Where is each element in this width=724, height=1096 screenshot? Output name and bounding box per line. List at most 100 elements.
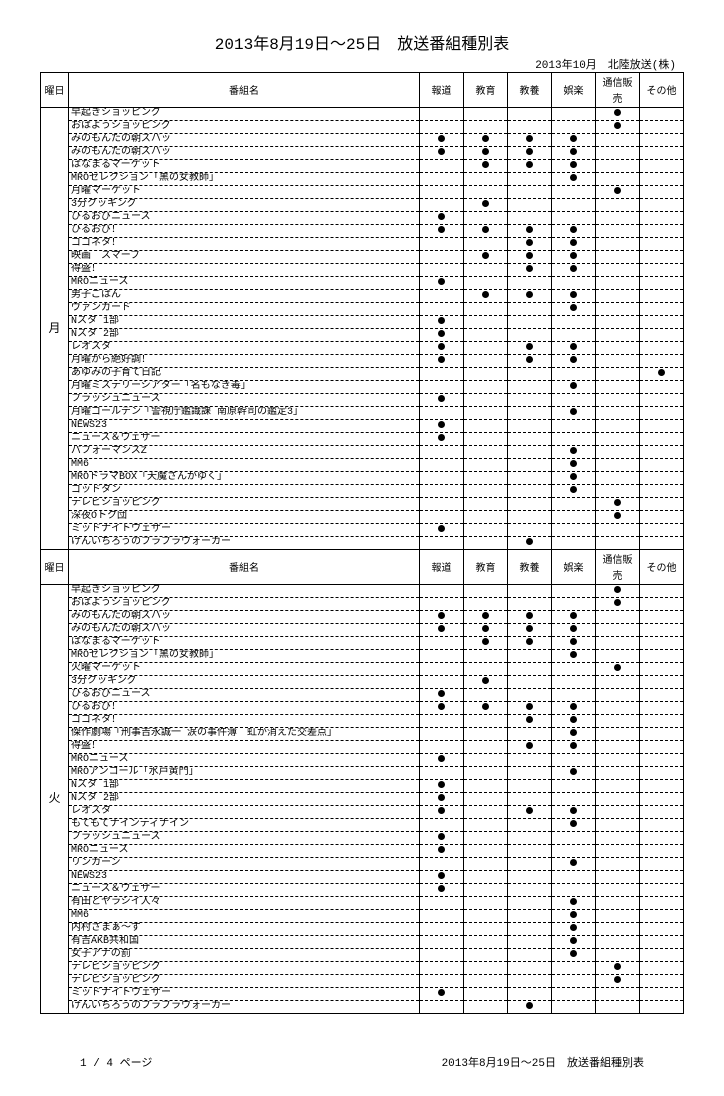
cat-cell-6 bbox=[640, 251, 684, 264]
cat-cell-6 bbox=[640, 910, 684, 923]
dot-icon bbox=[526, 148, 533, 155]
cat-cell-3 bbox=[508, 147, 552, 160]
cat-cell-6 bbox=[640, 845, 684, 858]
program-name: ゴゴネタ！ bbox=[69, 715, 420, 728]
dot-icon bbox=[570, 716, 577, 723]
cat-cell-5 bbox=[596, 949, 640, 962]
table-row: ひるおび！ bbox=[41, 702, 684, 715]
table-row: Nスタ 2部 bbox=[41, 793, 684, 806]
dot-icon bbox=[570, 729, 577, 736]
cat-cell-5 bbox=[596, 368, 640, 381]
dot-icon bbox=[526, 742, 533, 749]
dot-icon bbox=[438, 625, 445, 632]
dot-icon bbox=[570, 486, 577, 493]
cat-cell-2 bbox=[464, 472, 508, 485]
cat-cell-4 bbox=[552, 858, 596, 871]
table-row: 内村さまぁ～ず bbox=[41, 923, 684, 936]
program-name: MROニュース bbox=[69, 754, 420, 767]
cat-cell-6 bbox=[640, 446, 684, 459]
cat-cell-5 bbox=[596, 472, 640, 485]
cat-cell-1 bbox=[420, 611, 464, 624]
program-name: 火曜マーケット bbox=[69, 663, 420, 676]
cat-cell-1 bbox=[420, 845, 464, 858]
cat-cell-4 bbox=[552, 173, 596, 186]
cat-cell-1 bbox=[420, 264, 464, 277]
cat-cell-6 bbox=[640, 754, 684, 767]
program-name: パフォーマンスZ bbox=[69, 446, 420, 459]
cat-cell-1 bbox=[420, 754, 464, 767]
cat-cell-3 bbox=[508, 121, 552, 134]
cat-cell-2 bbox=[464, 962, 508, 975]
cat-cell-4 bbox=[552, 676, 596, 689]
cat-cell-2 bbox=[464, 780, 508, 793]
col-cat6: その他 bbox=[640, 550, 684, 585]
dot-icon bbox=[526, 716, 533, 723]
dot-icon bbox=[570, 252, 577, 259]
cat-cell-5 bbox=[596, 637, 640, 650]
program-name: けんいちろうのブラブラウォーカー bbox=[69, 1001, 420, 1014]
cat-cell-4 bbox=[552, 598, 596, 611]
cat-cell-1 bbox=[420, 598, 464, 611]
cat-cell-3 bbox=[508, 212, 552, 225]
cat-cell-3 bbox=[508, 676, 552, 689]
cat-cell-5 bbox=[596, 537, 640, 550]
cat-cell-5 bbox=[596, 160, 640, 173]
dot-icon bbox=[570, 807, 577, 814]
dot-icon bbox=[438, 356, 445, 363]
col-name: 番組名 bbox=[69, 550, 420, 585]
cat-cell-3 bbox=[508, 741, 552, 754]
cat-cell-5 bbox=[596, 741, 640, 754]
cat-cell-5 bbox=[596, 277, 640, 290]
program-name: 月曜マーケット bbox=[69, 186, 420, 199]
dot-icon bbox=[526, 265, 533, 272]
program-name: ひるおびニュース bbox=[69, 689, 420, 702]
cat-cell-3 bbox=[508, 884, 552, 897]
cat-cell-3 bbox=[508, 910, 552, 923]
col-cat5: 通信販売 bbox=[596, 550, 640, 585]
cat-cell-1 bbox=[420, 585, 464, 598]
cat-cell-6 bbox=[640, 108, 684, 121]
dot-icon bbox=[526, 135, 533, 142]
cat-cell-2 bbox=[464, 975, 508, 988]
cat-cell-4 bbox=[552, 472, 596, 485]
cat-cell-4 bbox=[552, 251, 596, 264]
dot-icon bbox=[570, 651, 577, 658]
cat-cell-3 bbox=[508, 988, 552, 1001]
table-row: 有吉AKB共和国 bbox=[41, 936, 684, 949]
cat-cell-3 bbox=[508, 303, 552, 316]
cat-cell-1 bbox=[420, 1001, 464, 1014]
program-name: ひるおび！ bbox=[69, 702, 420, 715]
cat-cell-6 bbox=[640, 238, 684, 251]
cat-cell-3 bbox=[508, 238, 552, 251]
dot-icon bbox=[570, 408, 577, 415]
cat-cell-4 bbox=[552, 702, 596, 715]
cat-cell-4 bbox=[552, 355, 596, 368]
table-row: ゴッドタン bbox=[41, 485, 684, 498]
cat-cell-5 bbox=[596, 446, 640, 459]
cat-cell-2 bbox=[464, 459, 508, 472]
cat-cell-3 bbox=[508, 1001, 552, 1014]
cat-cell-1 bbox=[420, 251, 464, 264]
table-row: はなまるマーケット bbox=[41, 637, 684, 650]
cat-cell-1 bbox=[420, 650, 464, 663]
table-row: 有田とヤラシイ人々 bbox=[41, 897, 684, 910]
dot-icon bbox=[570, 460, 577, 467]
dot-icon bbox=[570, 473, 577, 480]
cat-cell-6 bbox=[640, 728, 684, 741]
program-name: 有田とヤラシイ人々 bbox=[69, 897, 420, 910]
cat-cell-3 bbox=[508, 845, 552, 858]
cat-cell-1 bbox=[420, 975, 464, 988]
cat-cell-3 bbox=[508, 329, 552, 342]
cat-cell-2 bbox=[464, 1001, 508, 1014]
cat-cell-1 bbox=[420, 676, 464, 689]
dot-icon bbox=[570, 937, 577, 944]
table-row: ニュース＆ウェザー bbox=[41, 884, 684, 897]
cat-cell-1 bbox=[420, 637, 464, 650]
cat-cell-2 bbox=[464, 121, 508, 134]
cat-cell-1 bbox=[420, 108, 464, 121]
cat-cell-2 bbox=[464, 624, 508, 637]
table-row: MROニュース bbox=[41, 277, 684, 290]
dot-icon bbox=[570, 161, 577, 168]
cat-cell-4 bbox=[552, 446, 596, 459]
cat-cell-5 bbox=[596, 858, 640, 871]
